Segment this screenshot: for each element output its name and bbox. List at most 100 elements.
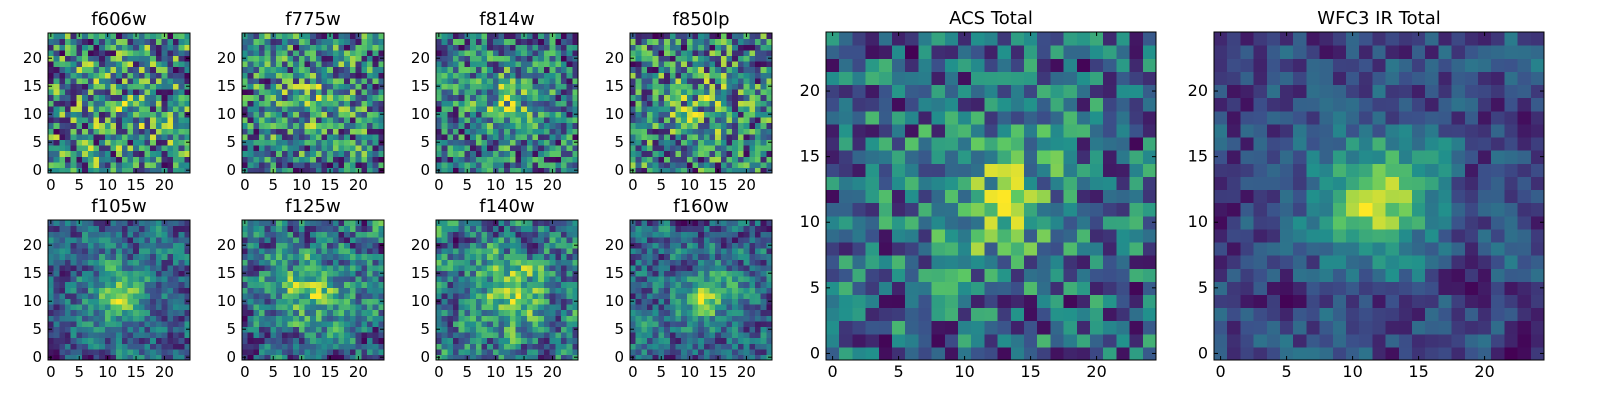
heat-cell: [70, 253, 77, 260]
heat-cell: [310, 315, 317, 322]
heat-cell: [304, 117, 311, 124]
heat-cell: [315, 161, 323, 168]
heat-cell: [65, 44, 72, 51]
heat-cell: [281, 167, 289, 174]
heat-cell: [509, 77, 517, 84]
heat-cell: [76, 150, 83, 157]
heat-cell: [270, 264, 277, 271]
heat-cell: [492, 66, 500, 73]
heat-cell: [82, 309, 89, 316]
heat-cell: [110, 225, 117, 232]
heat-cell: [1129, 123, 1144, 138]
heat-cell: [984, 110, 999, 125]
heat-cell: [133, 236, 140, 243]
heat-cell: [184, 220, 191, 227]
heat-cell: [572, 33, 579, 40]
heat-cell: [686, 66, 694, 73]
heat-cell: [464, 287, 471, 294]
heat-cell: [366, 276, 374, 283]
heat-cell: [760, 83, 767, 90]
heat-cell: [515, 332, 522, 339]
heat-cell: [560, 167, 568, 174]
heat-cell: [436, 117, 443, 124]
heat-cell: [310, 337, 317, 344]
heat-cell: [298, 248, 306, 255]
heat-cell: [304, 259, 311, 266]
heat-cell: [70, 348, 77, 355]
heat-cell: [766, 161, 773, 168]
heat-cell: [658, 133, 665, 140]
heat-cell: [447, 83, 454, 90]
heat-cell: [253, 44, 260, 51]
heat-cell: [155, 94, 163, 101]
heat-cell: [549, 94, 556, 101]
heat-cell: [378, 72, 385, 79]
heat-cell: [918, 45, 933, 59]
heat-cell: [65, 259, 72, 266]
heat-cell: [253, 167, 260, 174]
heat-cell: [155, 77, 163, 84]
heat-cell: [641, 161, 648, 168]
heat-cell: [487, 117, 494, 124]
heat-cell: [242, 309, 249, 316]
heat-cell: [349, 298, 357, 305]
heat-cell: [944, 346, 959, 361]
heat-cell: [127, 320, 134, 327]
heat-cell: [675, 117, 682, 124]
heat-cell: [726, 111, 733, 118]
heat-cell: [338, 225, 345, 232]
heat-cell: [560, 117, 568, 124]
heat-cell: [167, 259, 174, 266]
heat-cell: [184, 77, 191, 84]
heat-cell: [487, 304, 494, 311]
heat-cell: [253, 242, 260, 249]
heat-cell: [555, 105, 562, 112]
heat-cell: [253, 156, 260, 163]
heat-cell: [754, 44, 762, 51]
heat-cell: [566, 348, 573, 355]
heat-cell: [133, 38, 140, 45]
heat-cell: [560, 298, 568, 305]
heat-cell: [127, 122, 134, 129]
heat-cell: [281, 122, 289, 129]
heat-cell: [1129, 84, 1144, 99]
heat-cell: [760, 145, 767, 152]
heat-cell: [931, 176, 946, 191]
heat-cell: [852, 333, 867, 348]
heat-cell: [447, 89, 454, 96]
heat-cell: [259, 242, 266, 249]
heat-cell: [276, 326, 283, 333]
heat-cell: [997, 176, 1012, 191]
heat-cell: [743, 72, 750, 79]
heat-cell: [138, 220, 146, 227]
heat-cell: [259, 117, 266, 124]
heat-cell: [726, 128, 733, 135]
heat-cell: [264, 117, 271, 124]
heat-cell: [709, 145, 716, 152]
heat-cell: [436, 66, 443, 73]
heat-cell: [304, 242, 311, 249]
heat-cell: [760, 49, 767, 56]
heat-cell: [726, 122, 733, 129]
heat-cell: [110, 253, 117, 260]
heat-cell: [247, 315, 254, 322]
heat-cell: [150, 66, 157, 73]
heat-cell: [321, 111, 328, 118]
heat-cell: [1090, 150, 1104, 164]
heat-cell: [560, 315, 568, 322]
heat-cell: [984, 163, 999, 177]
heat-cell: [453, 150, 460, 157]
heat-cell: [1050, 346, 1065, 361]
heat-cell: [372, 77, 379, 84]
heat-cell: [1103, 32, 1117, 46]
heat-cell: [178, 309, 185, 316]
heat-cell: [509, 332, 517, 339]
heat-cell: [436, 145, 443, 152]
heat-cell: [253, 332, 260, 339]
heat-cell: [59, 326, 66, 333]
heat-cell: [293, 61, 300, 68]
heat-cell: [498, 49, 505, 56]
heat-cell: [82, 253, 89, 260]
heat-cell: [355, 231, 362, 238]
heat-cell: [116, 105, 123, 112]
